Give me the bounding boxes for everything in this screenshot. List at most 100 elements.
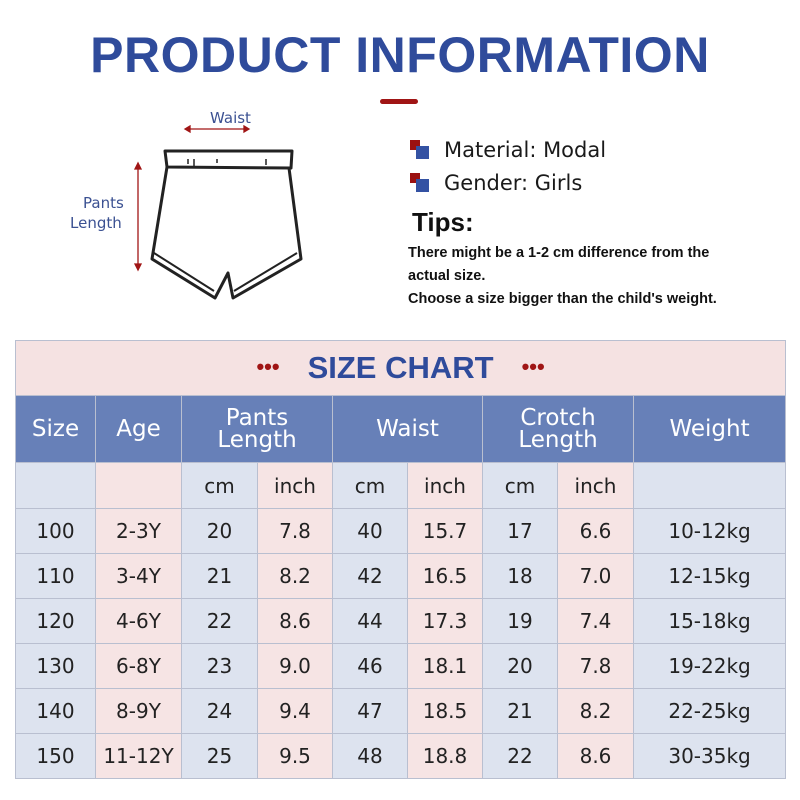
unit-cell: cm: [181, 462, 258, 509]
table-row: 110 3-4Y 21 8.2 42 16.5 18 7.0 12-15kg: [15, 553, 787, 599]
table-cell: 19: [482, 598, 558, 644]
tip-line: Choose a size bigger than the child's we…: [408, 291, 717, 307]
table-cell: 7.8: [257, 508, 333, 554]
header-text: Pants: [225, 405, 289, 431]
tip-line: actual size.: [408, 268, 486, 284]
header-age: Age: [95, 395, 182, 463]
shorts-icon: [133, 125, 303, 300]
header-row: Size Age Pants Length Waist Crotch Length …: [15, 395, 787, 463]
table-cell: 6.6: [557, 508, 634, 554]
unit-cell: [15, 462, 96, 509]
material-text: Material: Modal: [444, 137, 607, 162]
table-cell: 7.0: [557, 553, 634, 599]
table-cell: 44: [332, 598, 408, 644]
unit-cell: inch: [257, 462, 333, 509]
table-row: 150 11-12Y 25 9.5 48 18.8 22 8.6 30-35kg: [15, 733, 787, 779]
table-cell: 17.3: [407, 598, 483, 644]
table-cell: 140: [15, 688, 96, 734]
table-cell: 9.5: [257, 733, 333, 779]
page-title: PRODUCT INFORMATION: [90, 27, 710, 83]
header-waist: Waist: [332, 395, 483, 463]
dots-icon: •••: [521, 354, 545, 379]
table-cell: 17: [482, 508, 558, 554]
table-cell: 11-12Y: [95, 733, 182, 779]
table-cell: 3-4Y: [95, 553, 182, 599]
table-cell: 7.4: [557, 598, 634, 644]
table-cell: 110: [15, 553, 96, 599]
table-cell: 20: [482, 643, 558, 689]
unit-cell: inch: [407, 462, 483, 509]
table-cell: 21: [482, 688, 558, 734]
unit-cell: cm: [482, 462, 558, 509]
table-cell: 8.2: [257, 553, 333, 599]
table-cell: 22-25kg: [632, 688, 787, 734]
table-row: 140 8-9Y 24 9.4 47 18.5 21 8.2 22-25kg: [15, 688, 787, 734]
table-cell: 30-35kg: [632, 733, 787, 779]
table-cell: 47: [332, 688, 408, 734]
table-cell: 9.0: [257, 643, 333, 689]
tips-title: Tips:: [412, 207, 474, 237]
table-cell: 42: [332, 553, 408, 599]
table-row: 100 2-3Y 20 7.8 40 15.7 17 6.6 10-12kg: [15, 508, 787, 554]
gender-text: Gender: Girls: [444, 170, 583, 195]
table-cell: 18.5: [407, 688, 483, 734]
unit-cell: [95, 462, 182, 509]
table-cell: 18.1: [407, 643, 483, 689]
table-cell: 8-9Y: [95, 688, 182, 734]
header-pants-length: Pants Length: [181, 395, 333, 463]
waist-label: Waist: [210, 109, 251, 127]
header-crotch-length: Crotch Length: [482, 395, 634, 463]
header-text: Crotch: [520, 405, 596, 431]
unit-cell: cm: [332, 462, 408, 509]
product-info: Material: Modal Gender: Girls Tips: Ther…: [408, 133, 717, 311]
table-cell: 7.8: [557, 643, 634, 689]
units-row: cm inch cm inch cm inch: [15, 462, 787, 509]
table-cell: 130: [15, 643, 96, 689]
table-row: 130 6-8Y 23 9.0 46 18.1 20 7.8 19-22kg: [15, 643, 787, 689]
table-cell: 18.8: [407, 733, 483, 779]
table-cell: 10-12kg: [632, 508, 787, 554]
table-cell: 9.4: [257, 688, 333, 734]
size-chart-title: SIZE CHART: [307, 350, 494, 385]
table-cell: 48: [332, 733, 408, 779]
table-cell: 19-22kg: [632, 643, 787, 689]
table-cell: 150: [15, 733, 96, 779]
header-text: Length: [217, 427, 297, 453]
bullet-square-icon: [410, 172, 430, 193]
table-cell: 21: [181, 553, 258, 599]
table-cell: 23: [181, 643, 258, 689]
header-text: Length: [518, 427, 598, 453]
table-cell: 2-3Y: [95, 508, 182, 554]
table-cell: 25: [181, 733, 258, 779]
bullet-square-icon: [410, 139, 430, 160]
dots-icon: •••: [256, 354, 280, 379]
table-cell: 22: [181, 598, 258, 644]
table-cell: 46: [332, 643, 408, 689]
table-cell: 12-15kg: [632, 553, 787, 599]
table-cell: 40: [332, 508, 408, 554]
table-cell: 8.6: [257, 598, 333, 644]
size-chart-title-band: ••• SIZE CHART •••: [14, 340, 787, 396]
table-cell: 8.6: [557, 733, 634, 779]
tip-line: There might be a 1-2 cm difference from …: [408, 245, 710, 261]
table-cell: 8.2: [557, 688, 634, 734]
table-cell: 16.5: [407, 553, 483, 599]
material-item: Material: Modal: [410, 133, 717, 166]
unit-cell: inch: [557, 462, 634, 509]
table-cell: 22: [482, 733, 558, 779]
table-cell: 15-18kg: [632, 598, 787, 644]
table-cell: 18: [482, 553, 558, 599]
table-cell: 20: [181, 508, 258, 554]
table-cell: 100: [15, 508, 96, 554]
unit-cell: [632, 462, 787, 509]
length-label: Length: [70, 214, 122, 232]
header-weight: Weight: [632, 395, 787, 463]
pants-label: Pants: [83, 194, 124, 212]
table-cell: 4-6Y: [95, 598, 182, 644]
table-cell: 24: [181, 688, 258, 734]
size-chart-table: ••• SIZE CHART ••• Size Age Pants Length Wa…: [14, 340, 787, 779]
header-size: Size: [15, 395, 96, 463]
table-cell: 6-8Y: [95, 643, 182, 689]
title-underline: [380, 99, 418, 104]
table-cell: 15.7: [407, 508, 483, 554]
